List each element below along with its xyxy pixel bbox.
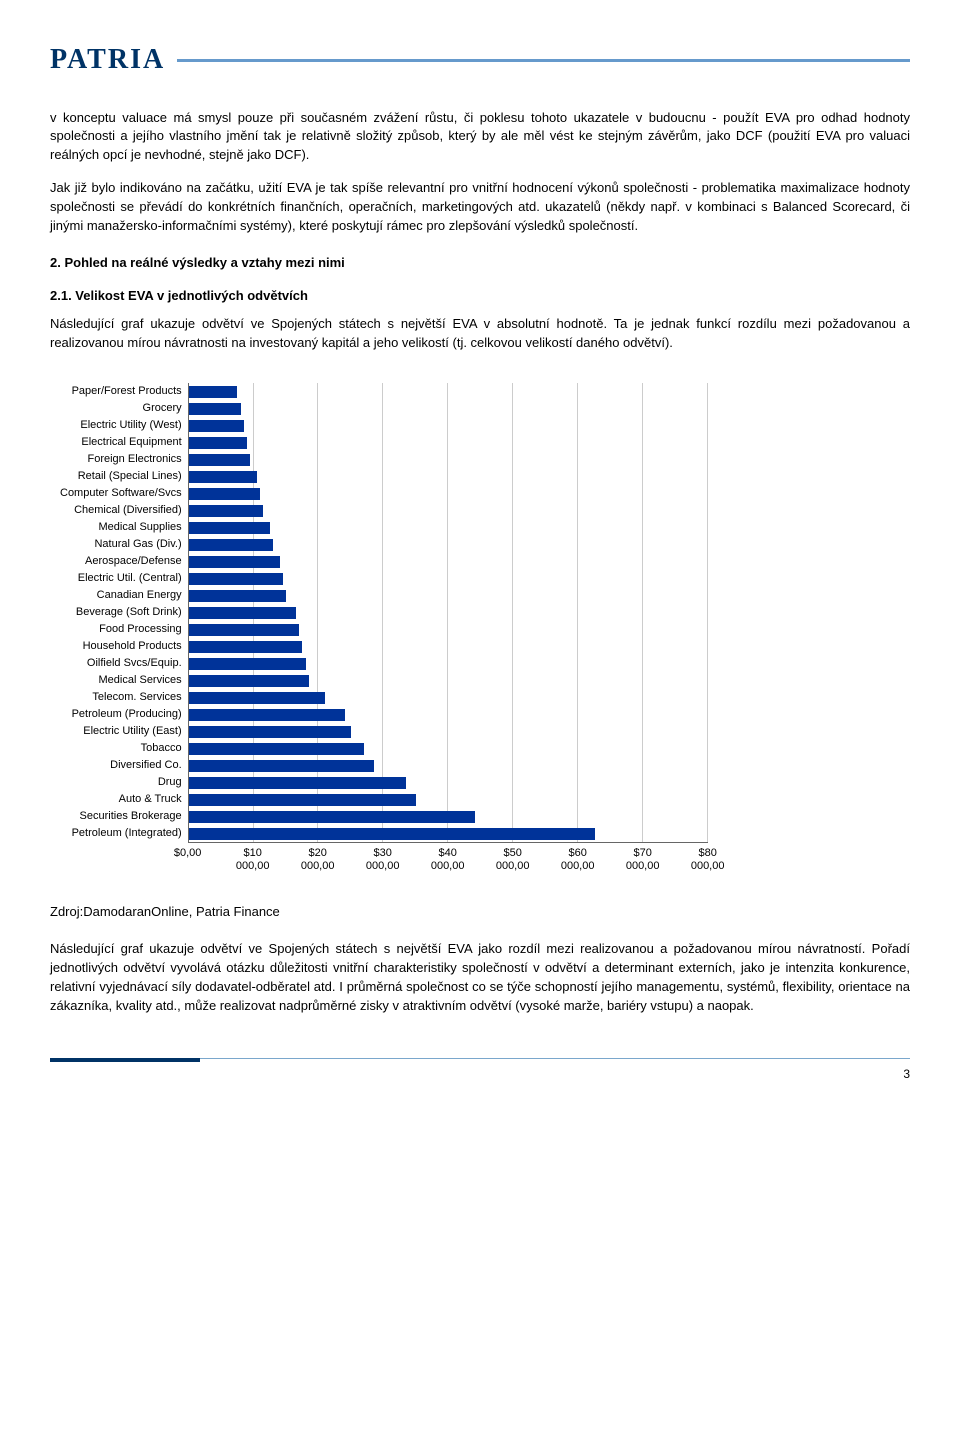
chart-bar	[189, 590, 287, 602]
chart-category-label: Foreign Electronics	[60, 451, 182, 468]
chart-x-tick: $60000,00	[545, 847, 610, 873]
chart-x-tick: $70000,00	[610, 847, 675, 873]
chart-bar	[189, 505, 264, 517]
logo: PATRIA	[50, 40, 165, 81]
chart-category-label: Natural Gas (Div.)	[60, 536, 182, 553]
chart-bar	[189, 488, 261, 500]
chart-x-tick: $50000,00	[480, 847, 545, 873]
chart-category-label: Electric Utility (West)	[60, 417, 182, 434]
chart-bar	[189, 386, 238, 398]
chart-source: Zdroj:DamodaranOnline, Patria Finance	[50, 903, 910, 922]
chart-category-label: Auto & Truck	[60, 791, 182, 808]
chart-x-tick: $10000,00	[220, 847, 285, 873]
chart-bar	[189, 743, 365, 755]
paragraph-3: Následující graf ukazuje odvětví ve Spoj…	[50, 315, 910, 353]
chart-x-tick: $30000,00	[350, 847, 415, 873]
chart-category-label: Beverage (Soft Drink)	[60, 604, 182, 621]
chart-category-label: Household Products	[60, 638, 182, 655]
paragraph-1: v konceptu valuace má smysl pouze při so…	[50, 109, 910, 166]
chart-category-label: Medical Supplies	[60, 519, 182, 536]
eva-chart: Paper/Forest ProductsGroceryElectric Uti…	[60, 383, 910, 873]
chart-bar	[189, 607, 296, 619]
chart-category-label: Canadian Energy	[60, 587, 182, 604]
chart-category-label: Food Processing	[60, 621, 182, 638]
paragraph-2: Jak již bylo indikováno na začátku, užit…	[50, 179, 910, 236]
chart-category-label: Electric Utility (East)	[60, 723, 182, 740]
chart-bar	[189, 828, 595, 840]
chart-category-label: Drug	[60, 774, 182, 791]
chart-plot-area	[188, 383, 708, 843]
chart-bar	[189, 522, 270, 534]
chart-x-tick: $40000,00	[415, 847, 480, 873]
chart-bar	[189, 624, 300, 636]
chart-category-label: Telecom. Services	[60, 689, 182, 706]
chart-bar	[189, 794, 417, 806]
chart-category-label: Electric Util. (Central)	[60, 570, 182, 587]
chart-x-tick: $0,00	[155, 847, 220, 873]
chart-bar	[189, 403, 241, 415]
chart-bars	[189, 383, 708, 842]
chart-bar	[189, 675, 309, 687]
page-number: 3	[50, 1066, 910, 1083]
header-rule	[177, 59, 910, 62]
chart-bar	[189, 420, 244, 432]
chart-bar	[189, 811, 475, 823]
chart-category-label: Grocery	[60, 400, 182, 417]
chart-x-tick: $20000,00	[285, 847, 350, 873]
chart-bar	[189, 539, 274, 551]
footer-rule	[50, 1056, 910, 1062]
chart-category-label: Aerospace/Defense	[60, 553, 182, 570]
chart-category-label: Tobacco	[60, 740, 182, 757]
chart-bar	[189, 471, 257, 483]
chart-bar	[189, 692, 326, 704]
chart-bar	[189, 641, 303, 653]
section-2-heading: 2. Pohled na reálné výsledky a vztahy me…	[50, 254, 910, 273]
chart-bar	[189, 760, 374, 772]
section-2-1-heading: 2.1. Velikost EVA v jednotlivých odvětví…	[50, 287, 910, 306]
chart-bar	[189, 726, 352, 738]
header: PATRIA	[50, 40, 910, 81]
chart-bar	[189, 777, 407, 789]
chart-bar	[189, 709, 345, 721]
chart-bar	[189, 437, 248, 449]
chart-bar	[189, 573, 283, 585]
chart-bar	[189, 556, 280, 568]
chart-category-label: Chemical (Diversified)	[60, 502, 182, 519]
chart-category-label: Oilfield Svcs/Equip.	[60, 655, 182, 672]
chart-category-label: Computer Software/Svcs	[60, 485, 182, 502]
chart-category-label: Retail (Special Lines)	[60, 468, 182, 485]
paragraph-4: Následující graf ukazuje odvětví ve Spoj…	[50, 940, 910, 1015]
chart-bar	[189, 658, 306, 670]
chart-x-axis: $0,00$10000,00$20000,00$30000,00$40000,0…	[155, 847, 740, 873]
chart-category-label: Securities Brokerage	[60, 808, 182, 825]
chart-category-label: Paper/Forest Products	[60, 383, 182, 400]
chart-category-label: Electrical Equipment	[60, 434, 182, 451]
chart-bar	[189, 454, 251, 466]
chart-category-label: Petroleum (Producing)	[60, 706, 182, 723]
chart-category-label: Medical Services	[60, 672, 182, 689]
chart-category-label: Petroleum (Integrated)	[60, 825, 182, 842]
chart-category-label: Diversified Co.	[60, 757, 182, 774]
chart-y-labels: Paper/Forest ProductsGroceryElectric Uti…	[60, 383, 188, 873]
chart-x-tick: $80000,00	[675, 847, 740, 873]
